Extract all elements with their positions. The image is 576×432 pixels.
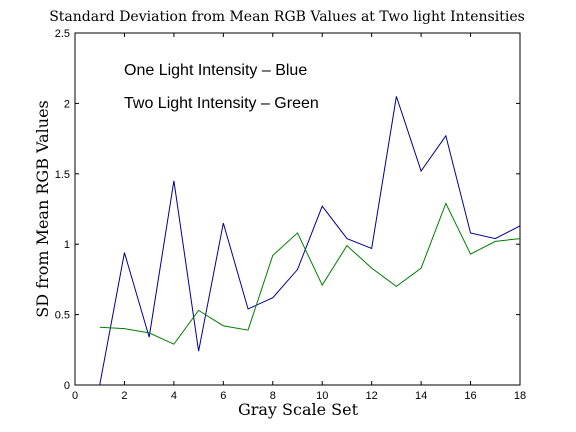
x-tick-label: 16 [464, 390, 476, 402]
x-tick-label: 0 [72, 390, 78, 402]
x-tick-label: 18 [514, 390, 526, 402]
annotation-green: Two Light Intensity – Green [124, 95, 319, 112]
x-tick-label: 12 [366, 390, 378, 402]
plot-area [74, 32, 521, 386]
x-tick-label: 8 [270, 390, 276, 402]
y-tick-label: 1.5 [55, 169, 70, 181]
x-tick-label: 14 [415, 390, 427, 402]
y-tick-label: 2.5 [55, 28, 70, 40]
chart-title: Standard Deviation from Mean RGB Values … [49, 9, 525, 25]
x-tick-label: 10 [316, 390, 328, 402]
series-line-blue [99, 96, 521, 386]
y-tick-label: 2 [64, 98, 70, 110]
y-axis-label: SD from Mean RGB Values [33, 100, 52, 318]
series-line-green [99, 202, 521, 345]
x-tick-label: 2 [121, 390, 127, 402]
series-lines [99, 96, 521, 386]
y-tick-label: 1 [64, 239, 70, 251]
x-tick-label: 4 [171, 390, 177, 402]
y-tick-label: 0.5 [55, 310, 70, 322]
y-tick-label: 0 [64, 380, 70, 392]
x-axis-label: Gray Scale Set [238, 400, 359, 419]
annotation-blue: One Light Intensity – Blue [124, 62, 307, 79]
axis-ticks: 0 2 4 6 8 10 12 14 16 18 0 0.5 1 1.5 2 2.5 [55, 28, 526, 402]
x-tick-label: 6 [220, 390, 226, 402]
